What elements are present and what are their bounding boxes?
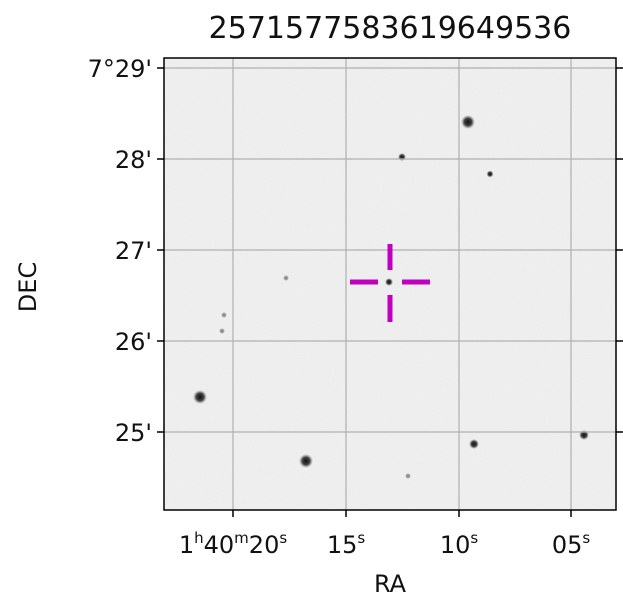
ra-tick-labels: 1h40m20s 15s 10s 05s bbox=[179, 529, 591, 559]
grid bbox=[164, 58, 616, 510]
dec-tick-label: 28' bbox=[115, 146, 152, 174]
star bbox=[461, 115, 475, 129]
star bbox=[193, 390, 207, 404]
target-crosshair bbox=[350, 244, 430, 322]
star bbox=[283, 275, 289, 281]
tick-marks bbox=[157, 67, 623, 517]
star bbox=[405, 473, 411, 479]
dec-tick-label: 27' bbox=[115, 237, 152, 265]
x-axis-label: RA bbox=[374, 570, 407, 598]
star bbox=[221, 312, 227, 318]
dec-tick-label: 25' bbox=[115, 419, 152, 447]
ra-tick-label: 10s bbox=[440, 529, 479, 559]
figure-title: 2571577583619649536 bbox=[209, 11, 572, 46]
ra-tick-label: 05s bbox=[552, 529, 591, 559]
star bbox=[219, 328, 225, 334]
star bbox=[299, 454, 313, 468]
plot-frame bbox=[163, 57, 617, 511]
ra-tick-label: 1h40m20s bbox=[179, 529, 288, 559]
star bbox=[398, 153, 406, 161]
y-axis-label: DEC bbox=[14, 262, 42, 312]
star bbox=[469, 439, 479, 449]
dec-tick-label: 7°29' bbox=[88, 55, 152, 83]
ra-tick-label: 15s bbox=[327, 529, 366, 559]
star bbox=[486, 170, 494, 178]
dec-tick-label: 26' bbox=[115, 328, 152, 356]
target-star bbox=[385, 278, 393, 286]
dec-tick-labels: 7°29' 28' 27' 26' 25' bbox=[88, 55, 152, 447]
sky-image bbox=[164, 58, 616, 510]
